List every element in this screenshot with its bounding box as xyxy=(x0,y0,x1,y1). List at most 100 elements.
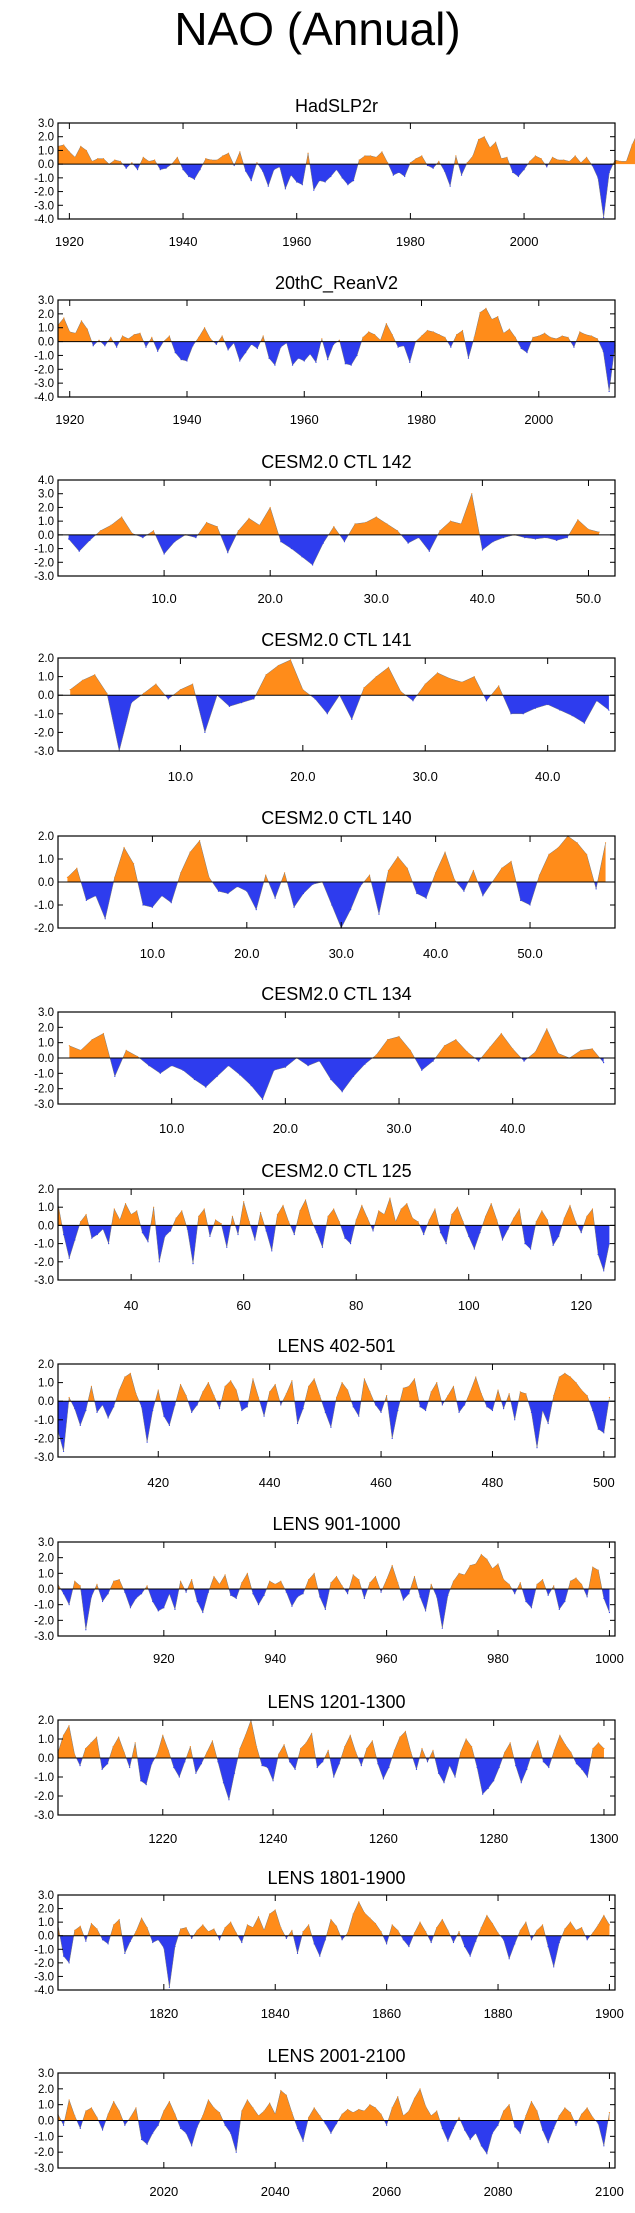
data-point xyxy=(254,1239,256,1241)
data-point xyxy=(608,1396,611,1399)
data-point xyxy=(580,1232,582,1234)
data-point xyxy=(221,335,223,337)
data-point xyxy=(461,329,464,332)
positive-area xyxy=(58,2088,610,2121)
data-point xyxy=(363,1912,365,1914)
data-point xyxy=(456,334,458,336)
y-tick-label: 1.0 xyxy=(38,1734,54,1746)
data-point xyxy=(352,1574,354,1576)
data-point xyxy=(569,1921,572,1923)
data-point xyxy=(246,2099,248,2101)
data-point xyxy=(62,1955,65,1957)
y-tick-label: -3.0 xyxy=(34,1971,54,1983)
data-point xyxy=(207,2099,209,2101)
data-point xyxy=(296,1952,299,1954)
y-tick-label: 1.0 xyxy=(38,672,54,684)
data-point xyxy=(246,890,248,892)
data-point xyxy=(152,530,155,532)
data-point xyxy=(538,874,541,876)
data-point xyxy=(498,1766,500,1769)
data-point xyxy=(96,1928,98,1930)
data-point xyxy=(308,2116,310,2118)
y-tick-label: 3.0 xyxy=(38,1007,54,1019)
data-point xyxy=(526,352,528,354)
negative-area xyxy=(109,1058,604,1100)
data-point xyxy=(140,1593,143,1595)
data-point xyxy=(556,539,558,541)
data-point xyxy=(296,181,298,183)
data-point xyxy=(374,334,376,336)
data-point xyxy=(316,1232,318,1234)
data-point xyxy=(124,1591,126,1593)
data-point xyxy=(102,1228,104,1230)
data-point xyxy=(530,1411,533,1413)
positive-area xyxy=(70,659,503,696)
data-point xyxy=(425,897,427,899)
x-tick-label: 2100 xyxy=(595,2184,624,2199)
chart-panel-6: CESM2.0 CTL 134 3.0 2.0 1.0 0.0 -1.0 -2.0 -3.0 1… xyxy=(34,984,616,1136)
data-point xyxy=(302,689,304,691)
data-point xyxy=(608,1611,611,1614)
data-point xyxy=(369,2104,371,2106)
data-point xyxy=(152,1600,154,1603)
data-point xyxy=(504,1751,506,1753)
data-point xyxy=(198,1215,200,1217)
data-point xyxy=(262,1098,264,1100)
data-point xyxy=(523,1060,525,1062)
y-tick-label: -1.0 xyxy=(34,350,54,362)
y-tick-label: 3.0 xyxy=(38,118,54,130)
data-point xyxy=(409,162,411,164)
data-point xyxy=(89,539,91,541)
data-point xyxy=(230,1921,232,1923)
data-point xyxy=(248,517,250,520)
y-tick-label: 1.0 xyxy=(38,323,54,335)
data-point xyxy=(301,556,303,558)
data-point xyxy=(558,1608,560,1610)
data-point xyxy=(409,1049,411,1051)
data-point xyxy=(347,2108,349,2111)
data-point xyxy=(258,524,261,526)
data-point xyxy=(228,705,230,707)
x-tick-label: 1980 xyxy=(407,412,436,427)
y-tick-label: 0.0 xyxy=(38,530,54,542)
data-point xyxy=(274,1583,276,1585)
data-point xyxy=(375,156,377,158)
data-point xyxy=(469,1391,471,1393)
data-point xyxy=(152,1409,154,1412)
data-point xyxy=(476,1766,478,1769)
data-point xyxy=(91,1039,93,1041)
data-point xyxy=(134,1742,136,1744)
data-point xyxy=(583,722,586,724)
y-tick-label: -2.0 xyxy=(34,364,54,376)
data-point xyxy=(358,1579,360,1581)
data-point xyxy=(397,346,399,348)
data-point xyxy=(245,352,247,354)
y-tick-label: -3.0 xyxy=(34,1810,54,1822)
data-point xyxy=(228,1799,230,1801)
data-point xyxy=(90,2107,93,2109)
data-point xyxy=(526,1768,528,1770)
data-point xyxy=(208,876,210,879)
chart-panel-3: CESM2.0 CTL 142 4.0 3.02.0 1.0 0.0 -1.0-2.0 -3… xyxy=(34,452,616,606)
data-point xyxy=(452,2127,455,2130)
data-point xyxy=(322,542,324,544)
positive-area xyxy=(58,1901,610,1936)
x-tick-label: 1860 xyxy=(372,2006,401,2021)
data-point xyxy=(146,1441,148,1443)
data-point xyxy=(233,342,235,344)
data-point xyxy=(522,713,524,715)
data-point xyxy=(231,1215,234,1217)
data-point xyxy=(84,1747,87,1750)
data-point xyxy=(99,530,102,532)
data-point xyxy=(576,842,578,844)
data-point xyxy=(603,1914,605,1916)
data-point xyxy=(174,541,176,543)
data-point xyxy=(503,2110,505,2112)
data-point xyxy=(215,343,217,345)
data-point xyxy=(302,2140,304,2142)
data-point xyxy=(415,1768,418,1770)
data-point xyxy=(330,1918,332,1921)
data-point xyxy=(444,851,446,853)
data-point xyxy=(196,1404,198,1406)
data-point xyxy=(207,1591,209,1593)
